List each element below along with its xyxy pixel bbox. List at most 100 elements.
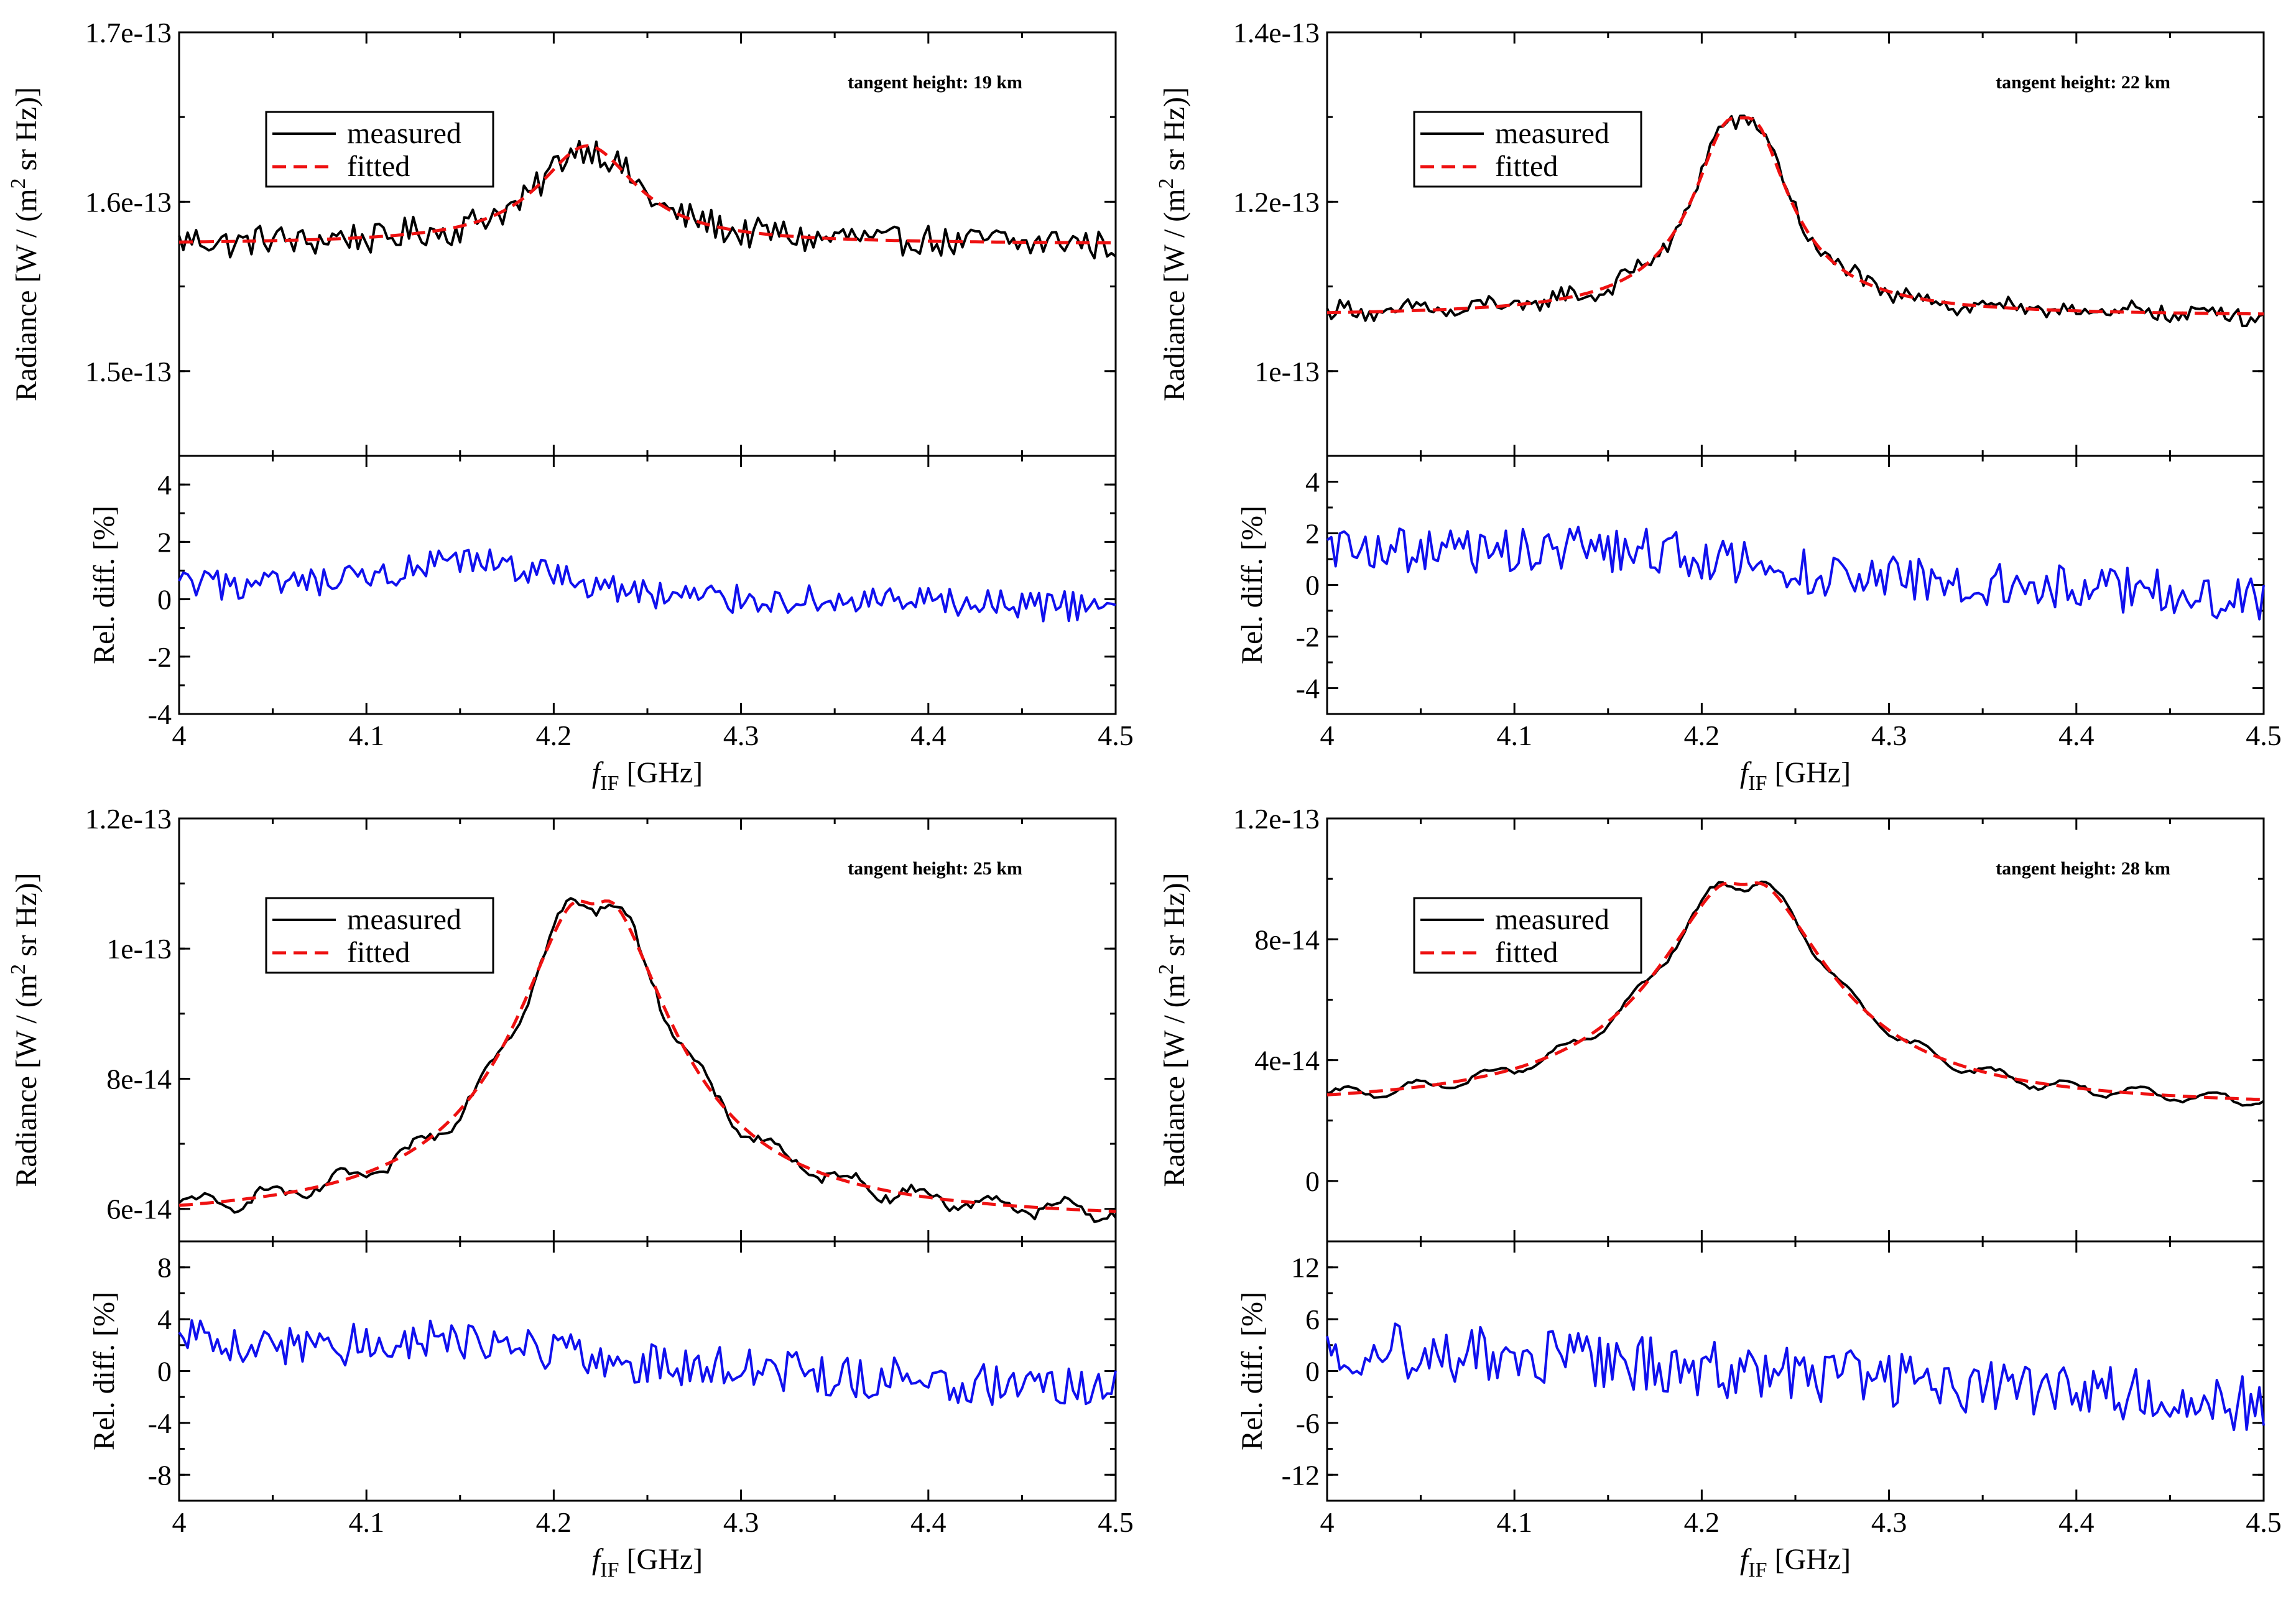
y-tick-label: 6e-14 xyxy=(106,1193,172,1225)
y-tick-label: 8 xyxy=(157,1252,172,1284)
y-tick-label: -2 xyxy=(148,641,172,673)
legend-fitted-label: fitted xyxy=(1495,150,1558,183)
x-tick-label: 4 xyxy=(1320,1506,1335,1538)
x-tick-label: 4.2 xyxy=(1684,1506,1720,1538)
y-tick-label: 1.2e-13 xyxy=(1233,803,1320,835)
x-tick-label: 4.2 xyxy=(536,1506,572,1538)
legend-measured-label: measured xyxy=(1495,117,1609,150)
residual-series-line xyxy=(178,548,1116,623)
y-tick-label: 8e-14 xyxy=(1254,924,1320,955)
legend-measured-label: measured xyxy=(347,117,461,150)
radiance-y-axis-label: Radiance [W / (m2 sr Hz)] xyxy=(1155,87,1191,401)
y-tick-label: 2 xyxy=(1305,518,1320,550)
fitted-series-line xyxy=(1326,116,2264,316)
legend-box xyxy=(1413,897,1642,974)
y-tick-label: 1.6e-13 xyxy=(85,186,172,218)
x-tick-label: 4.5 xyxy=(1098,1506,1134,1538)
x-tick-label: 4.2 xyxy=(536,720,572,751)
y-tick-label: 4 xyxy=(1305,466,1320,498)
legend-box xyxy=(1413,111,1642,188)
x-tick-label: 4.1 xyxy=(348,1506,384,1538)
fitted-series-line xyxy=(178,899,1116,1213)
y-tick-label: 1e-13 xyxy=(106,933,172,965)
y-tick-label: -4 xyxy=(148,698,172,730)
tangent-height-annotation: tangent height: 22 km xyxy=(1996,72,2170,93)
x-tick-label: 4.1 xyxy=(348,720,384,751)
residual-y-axis-label: Rel. diff. [%] xyxy=(88,506,121,664)
y-tick-label: 0 xyxy=(157,584,172,616)
residual-y-axis-label: Rel. diff. [%] xyxy=(88,1292,121,1450)
x-tick-label: 4.3 xyxy=(1871,720,1907,751)
x-tick-label: 4.5 xyxy=(2246,1506,2282,1538)
x-tick-label: 4.1 xyxy=(1496,720,1532,751)
legend-measured-label: measured xyxy=(347,903,461,936)
fitted-series-line xyxy=(1326,881,2264,1101)
measured-series-line xyxy=(1326,880,2265,1107)
y-tick-label: -4 xyxy=(148,1407,172,1439)
y-tick-label: 1.4e-13 xyxy=(1233,17,1320,49)
y-tick-label: 0 xyxy=(1305,1356,1320,1388)
panel-bottom-right: 4 4.1 4.2 4.3 4.4 4.5 fIF [GHz] 0 4e-14 8e-14 1.2e… xyxy=(1155,803,2282,1582)
y-tick-label: 4 xyxy=(157,1304,172,1335)
radiance-y-axis-label: Radiance [W / (m2 sr Hz)] xyxy=(1155,873,1191,1187)
y-tick-label: -2 xyxy=(1296,621,1320,653)
y-tick-label: 1e-13 xyxy=(1254,356,1320,387)
y-tick-label: 8e-14 xyxy=(106,1063,172,1095)
y-tick-label: 4e-14 xyxy=(1254,1045,1320,1077)
y-tick-label: 2 xyxy=(157,526,172,558)
y-tick-label: 1.7e-13 xyxy=(85,17,172,49)
residual-series-line xyxy=(178,1319,1117,1406)
legend-box xyxy=(265,111,494,188)
legend-fitted-label: fitted xyxy=(1495,936,1558,969)
y-tick-label: -8 xyxy=(148,1459,172,1491)
y-tick-label: 0 xyxy=(1305,570,1320,601)
y-tick-label: -6 xyxy=(1296,1407,1320,1439)
x-tick-label: 4 xyxy=(1320,720,1335,751)
y-tick-label: 1.5e-13 xyxy=(85,356,172,387)
fitted-series-line xyxy=(178,144,1116,244)
x-tick-label: 4 xyxy=(172,1506,187,1538)
y-tick-label: -12 xyxy=(1282,1459,1320,1491)
x-tick-label: 4.4 xyxy=(2058,720,2095,751)
x-tick-label: 4.3 xyxy=(723,720,759,751)
residual-series-line xyxy=(1326,1322,2265,1432)
x-tick-label: 4.4 xyxy=(910,1506,947,1538)
tangent-height-annotation: tangent height: 28 km xyxy=(1996,858,2170,879)
x-tick-label: 4.4 xyxy=(910,720,947,751)
tangent-height-annotation: tangent height: 19 km xyxy=(848,72,1022,93)
legend-measured-label: measured xyxy=(1495,903,1609,936)
x-axis-label: fIF [GHz] xyxy=(1740,1543,1851,1582)
y-tick-label: 1.2e-13 xyxy=(1233,186,1320,218)
y-tick-label: 4 xyxy=(157,469,172,501)
x-tick-label: 4.3 xyxy=(1871,1506,1907,1538)
y-tick-label: 12 xyxy=(1291,1252,1320,1284)
x-tick-label: 4.5 xyxy=(1098,720,1134,751)
legend-fitted-label: fitted xyxy=(347,150,410,183)
x-tick-label: 4.1 xyxy=(1496,1506,1532,1538)
x-axis-label: fIF [GHz] xyxy=(592,756,703,795)
x-tick-label: 4.5 xyxy=(2246,720,2282,751)
residual-y-axis-label: Rel. diff. [%] xyxy=(1236,506,1269,664)
radiance-y-axis-label: Radiance [W / (m2 sr Hz)] xyxy=(7,87,43,401)
y-tick-label: 6 xyxy=(1305,1304,1320,1335)
residual-series-line xyxy=(1326,526,2265,621)
measured-series-line xyxy=(1326,114,2264,328)
tangent-height-annotation: tangent height: 25 km xyxy=(848,858,1022,879)
x-tick-label: 4 xyxy=(172,720,187,751)
radiance-y-axis-label: Radiance [W / (m2 sr Hz)] xyxy=(7,873,43,1187)
x-tick-label: 4.4 xyxy=(2058,1506,2095,1538)
x-tick-label: 4.2 xyxy=(1684,720,1720,751)
legend-box xyxy=(265,897,494,974)
y-tick-label: 0 xyxy=(157,1356,172,1388)
y-tick-label: -4 xyxy=(1296,673,1320,705)
panel-top-left: 4 4.1 4.2 4.3 4.4 4.5 fIF [GHz] 1.5e-13 1.6e-13 1… xyxy=(7,17,1134,795)
x-tick-label: 4.3 xyxy=(723,1506,759,1538)
y-tick-label: 0 xyxy=(1305,1166,1320,1197)
legend-fitted-label: fitted xyxy=(347,936,410,969)
residual-y-axis-label: Rel. diff. [%] xyxy=(1236,1292,1269,1450)
y-tick-label: 1.2e-13 xyxy=(85,803,172,835)
